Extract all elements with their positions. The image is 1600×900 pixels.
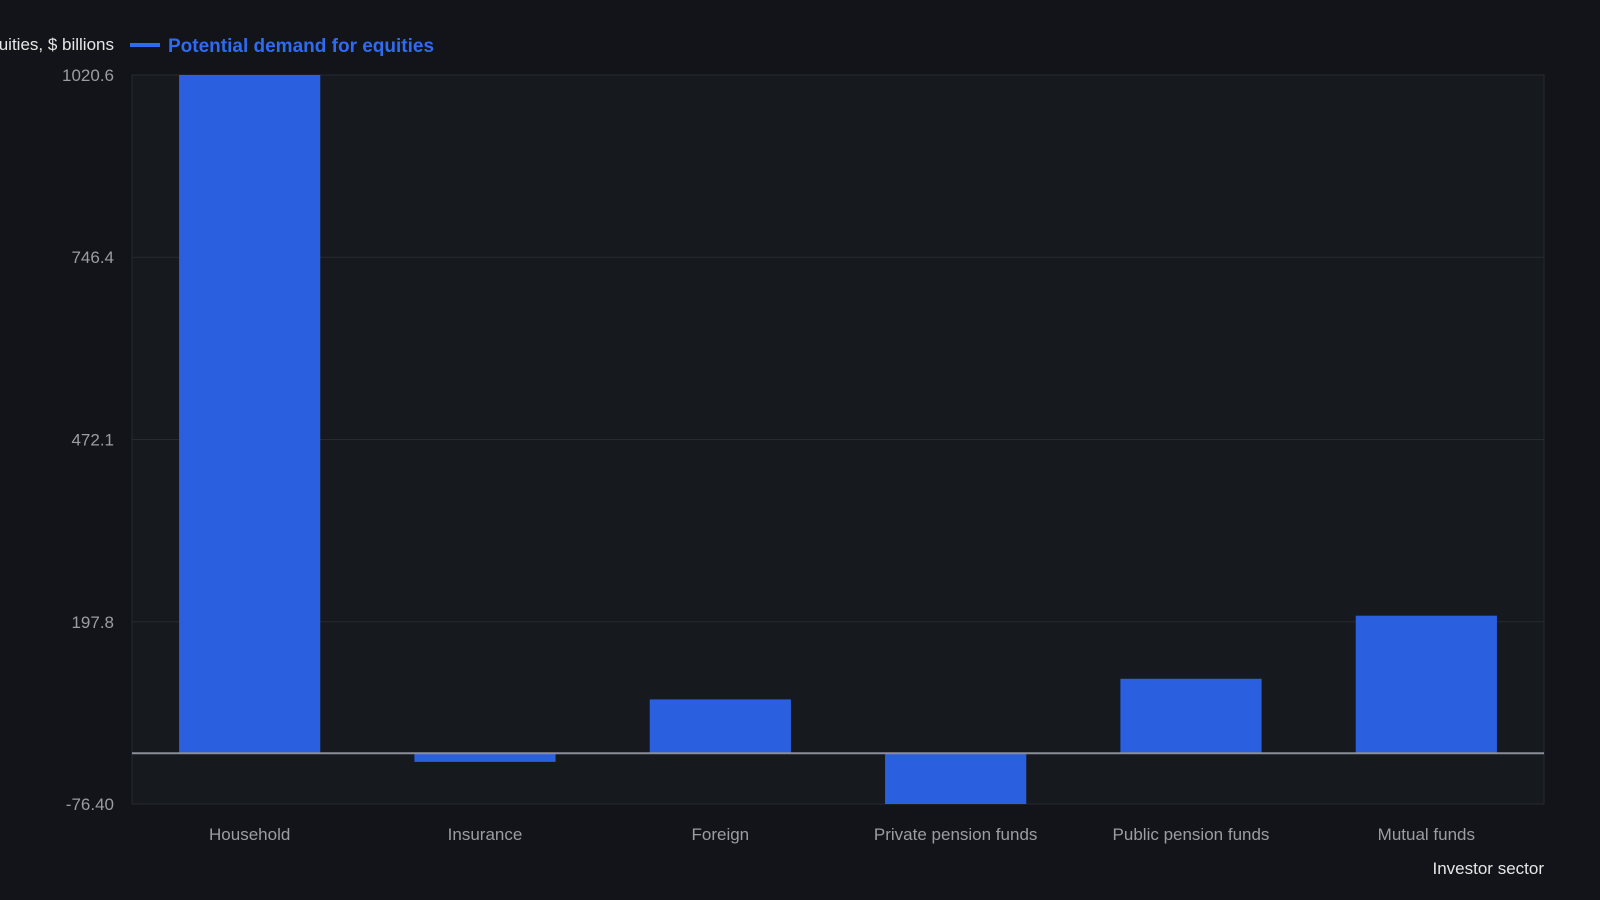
bar-insurance[interactable] [414, 753, 556, 762]
x-tick-label: Foreign [692, 825, 750, 844]
y-tick-label: 1020.6 [62, 66, 114, 85]
y-tick-label: 746.4 [71, 248, 114, 267]
y-tick-label: 197.8 [71, 613, 114, 632]
legend-label[interactable]: Potential demand for equities [168, 36, 434, 57]
y-axis-ticks: 1020.6 746.4 472.1 197.8 -76.40 [62, 66, 114, 814]
y-axis-label: Potential demand for equities, $ billion… [0, 35, 114, 54]
bar-household[interactable] [179, 75, 321, 754]
bar-mutual-funds[interactable] [1355, 615, 1497, 754]
bar-foreign[interactable] [649, 699, 791, 754]
x-tick-label: Public pension funds [1113, 825, 1270, 844]
x-tick-label: Household [209, 825, 290, 844]
x-axis-label: Investor sector [1433, 859, 1545, 878]
bars [179, 75, 1497, 804]
y-tick-label: 472.1 [71, 431, 114, 450]
x-tick-label: Private pension funds [874, 825, 1038, 844]
y-tick-label: -76.40 [66, 795, 114, 814]
bar-public-pension-funds[interactable] [1120, 678, 1262, 754]
gridlines [132, 74, 1544, 805]
x-tick-label: Insurance [448, 825, 523, 844]
x-tick-label: Mutual funds [1378, 825, 1475, 844]
x-axis-ticks: Household Insurance Foreign Private pension… [209, 825, 1475, 844]
bar-private-pension-funds[interactable] [885, 753, 1027, 804]
